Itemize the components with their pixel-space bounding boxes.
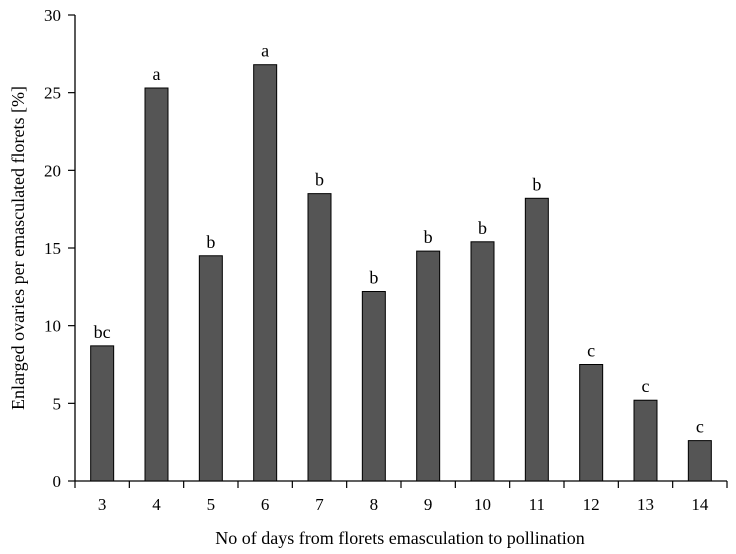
significance-letter: c	[696, 417, 704, 437]
bar	[470, 241, 495, 482]
significance-letter: c	[587, 341, 595, 361]
x-tick-label: 8	[370, 495, 379, 514]
x-tick-label: 11	[529, 495, 545, 514]
significance-letter: a	[153, 64, 161, 84]
plot-area: 0 5 10 15 20 25 30 3 bc 4 a 5 b 6 a 7 b 8 b 9 b 10 b 11 b 12 c 13 c 1…	[44, 6, 728, 514]
significance-letter: b	[532, 174, 541, 194]
bar	[144, 87, 169, 482]
y-tick-label: 30	[44, 6, 61, 25]
x-tick-label: 10	[474, 495, 491, 514]
bar	[90, 345, 115, 482]
y-axis-title: Enlarged ovaries per emasculated florets…	[8, 86, 28, 410]
x-tick-label: 6	[261, 495, 270, 514]
x-tick-label: 3	[98, 495, 107, 514]
x-tick-label: 7	[315, 495, 324, 514]
y-tick-label: 15	[44, 239, 61, 258]
y-tick-label: 20	[44, 161, 61, 180]
significance-letter: bc	[94, 322, 111, 342]
bar	[253, 64, 278, 482]
x-tick-label: 9	[424, 495, 433, 514]
bar	[307, 193, 332, 482]
significance-letter: b	[206, 232, 215, 252]
significance-letter: c	[642, 376, 650, 396]
bar	[524, 197, 549, 482]
bar	[687, 440, 712, 482]
y-tick-label: 0	[53, 472, 62, 491]
x-tick-label: 4	[152, 495, 161, 514]
bar	[579, 364, 604, 482]
x-tick-label: 14	[691, 495, 709, 514]
significance-letter: b	[315, 170, 324, 190]
y-tick-label: 10	[44, 317, 61, 336]
bar	[198, 255, 223, 482]
bar	[416, 250, 441, 482]
y-tick-label: 5	[53, 394, 62, 413]
x-tick-label: 12	[583, 495, 600, 514]
x-tick-label: 5	[207, 495, 216, 514]
bar	[361, 290, 386, 482]
significance-letter: b	[369, 267, 378, 287]
x-tick-label: 13	[637, 495, 654, 514]
significance-letter: b	[424, 227, 433, 247]
y-tick-label: 25	[44, 84, 61, 103]
x-axis-title: No of days from florets emasculation to …	[215, 528, 584, 548]
significance-letter: a	[261, 41, 269, 61]
significance-letter: b	[478, 218, 487, 238]
bar	[633, 399, 658, 482]
